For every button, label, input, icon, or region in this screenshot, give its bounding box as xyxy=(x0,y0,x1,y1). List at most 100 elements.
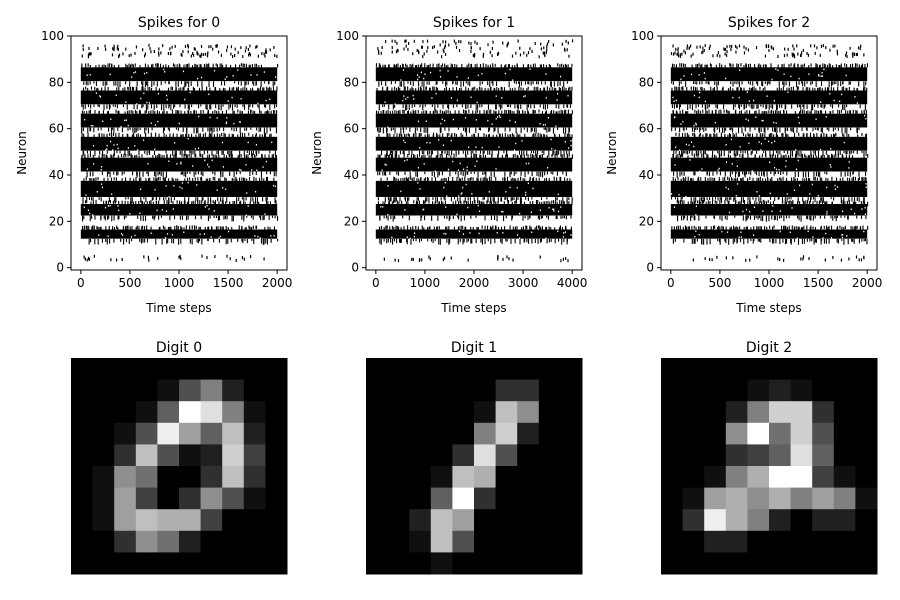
spike xyxy=(446,133,448,138)
spike xyxy=(834,44,836,48)
spike xyxy=(715,109,717,115)
spike xyxy=(776,215,778,221)
spike xyxy=(233,200,236,205)
spike xyxy=(802,133,804,138)
spike xyxy=(742,150,744,154)
spike xyxy=(836,215,838,219)
spike xyxy=(117,110,119,116)
spike xyxy=(431,150,433,155)
spike xyxy=(238,225,240,230)
spike xyxy=(419,64,421,69)
spike xyxy=(561,227,564,231)
spike-gap xyxy=(766,95,768,97)
spike xyxy=(426,39,429,43)
pixel-cell xyxy=(222,422,245,445)
spike xyxy=(407,86,409,92)
spike xyxy=(112,132,115,136)
spike xyxy=(388,64,390,69)
spike xyxy=(466,201,468,205)
spike xyxy=(824,110,827,116)
spike xyxy=(149,200,151,206)
spike xyxy=(201,81,203,88)
spike xyxy=(141,81,143,85)
spike xyxy=(446,226,448,232)
spike xyxy=(444,150,446,154)
spike xyxy=(250,88,252,92)
spike xyxy=(261,153,263,158)
spike xyxy=(699,81,701,85)
spike xyxy=(507,109,509,114)
pixel-cell xyxy=(92,466,115,489)
spike xyxy=(784,127,786,134)
spike xyxy=(231,133,233,138)
spike xyxy=(106,238,108,245)
spike-gap xyxy=(685,143,687,146)
spike xyxy=(540,47,542,51)
spike xyxy=(693,197,695,203)
spike xyxy=(736,81,738,85)
spike xyxy=(537,132,539,138)
spike xyxy=(376,127,379,132)
spike xyxy=(210,200,212,204)
spike-gap xyxy=(447,168,450,171)
spike xyxy=(483,133,485,138)
spike xyxy=(773,110,775,116)
spike xyxy=(808,257,810,261)
spike xyxy=(455,200,457,205)
spike xyxy=(467,258,469,262)
spike xyxy=(834,215,836,219)
spike xyxy=(207,109,210,115)
spike-gap xyxy=(826,211,828,213)
spike-gap xyxy=(471,193,473,195)
spike xyxy=(506,150,508,154)
spike xyxy=(157,63,159,68)
spike xyxy=(186,64,189,68)
spike xyxy=(555,197,557,202)
spike xyxy=(693,215,695,221)
spike xyxy=(248,225,250,229)
spike-gap xyxy=(227,230,230,233)
spike xyxy=(863,111,865,115)
spike xyxy=(702,134,704,139)
spike xyxy=(276,110,278,114)
spike xyxy=(755,88,757,92)
spike xyxy=(812,197,815,200)
spike xyxy=(744,150,746,154)
spike xyxy=(532,63,534,69)
spike xyxy=(749,258,751,262)
spike xyxy=(557,63,559,67)
spike xyxy=(800,104,802,110)
pixel-cell xyxy=(452,379,475,402)
spike-gap xyxy=(812,236,814,238)
spike xyxy=(185,171,187,178)
spike xyxy=(563,81,565,87)
y-tick-label: 20 xyxy=(344,214,359,228)
spike xyxy=(462,81,465,87)
spike xyxy=(187,104,189,110)
spike xyxy=(186,154,188,159)
spike xyxy=(220,104,222,111)
spike xyxy=(237,86,240,92)
spike xyxy=(96,88,98,93)
spike xyxy=(379,171,381,176)
spike xyxy=(824,201,826,206)
spike-gap xyxy=(172,208,174,210)
spike xyxy=(414,104,416,108)
spike xyxy=(240,81,242,86)
spike xyxy=(99,150,101,155)
spike-gap xyxy=(830,236,833,239)
spike xyxy=(118,132,120,138)
spike xyxy=(514,65,516,70)
spike xyxy=(501,110,503,115)
spike xyxy=(447,109,449,114)
spike-gap xyxy=(525,194,527,196)
spike xyxy=(199,54,201,58)
spike xyxy=(675,110,678,114)
spike-gap xyxy=(478,232,480,235)
spike xyxy=(451,132,453,138)
spike xyxy=(852,201,854,205)
spike xyxy=(405,39,407,43)
spike xyxy=(753,104,755,109)
spike-gap xyxy=(834,184,836,187)
spike-gap xyxy=(557,210,560,213)
